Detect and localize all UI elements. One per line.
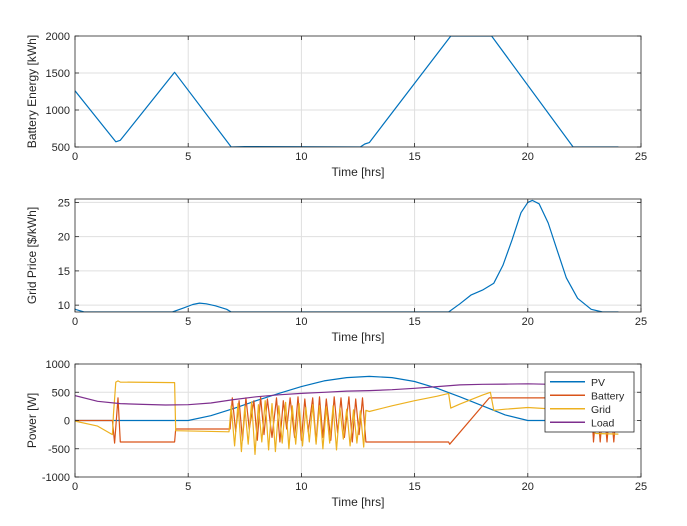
grid-price-y-tick-label: 10 — [58, 300, 70, 312]
battery-energy-y-axis-label: Battery Energy [kWh] — [25, 35, 39, 148]
power-y-axis-label: Power [W] — [25, 393, 39, 448]
battery-energy-x-tick-label: 20 — [522, 151, 534, 163]
grid-price-x-tick-label: 0 — [72, 316, 78, 328]
battery-energy-x-tick-label: 15 — [408, 151, 420, 163]
grid-price-plot-area — [75, 199, 641, 312]
battery-energy-series-group — [75, 36, 619, 147]
power-pv-line — [75, 375, 619, 422]
battery-energy-x-tick-label: 5 — [185, 151, 191, 163]
grid-price-x-tick-label: 15 — [408, 316, 420, 328]
grid-price-x-tick-label: 5 — [185, 316, 191, 328]
power-x-axis-label: Time [hrs] — [332, 495, 385, 509]
power-x-tick-label: 0 — [72, 481, 78, 493]
power-y-tick-label: 1000 — [46, 359, 70, 371]
power-legend-label-battery: Battery — [591, 390, 625, 402]
battery-energy-plot-area — [75, 36, 641, 147]
battery-energy-x-axis-label: Time [hrs] — [332, 165, 385, 179]
power-y-tick-label: -500 — [48, 444, 70, 456]
grid-price-y-tick-label: 15 — [58, 266, 70, 278]
battery-energy-axes-frame — [74, 35, 642, 148]
battery-energy-x-tick-label: 0 — [72, 151, 78, 163]
power-y-tick-label: 500 — [52, 387, 70, 399]
grid-price-y-tick-label: 20 — [58, 232, 70, 244]
power-x-tick-label: 15 — [408, 481, 420, 493]
grid-price-series-0-line — [75, 199, 619, 312]
grid-price-x-axis-label: Time [hrs] — [332, 330, 385, 344]
power-axes: 0 5 10 15 20 25 -1000 -500 0 500 1000 Time [hrs] Pow… — [25, 359, 647, 509]
grid-price-y-tick-label: 25 — [58, 197, 70, 209]
battery-energy-x-tick-label: 25 — [635, 151, 647, 163]
power-legend-label-grid: Grid — [591, 404, 611, 416]
power-grid-line — [75, 380, 619, 455]
power-series-group — [75, 375, 619, 455]
power-load-line — [75, 383, 619, 406]
battery-energy-y-tick-label: 1000 — [46, 105, 70, 117]
grid-price-series-group — [75, 199, 619, 312]
grid-price-y-axis-label: Grid Price [$/kWh] — [25, 207, 39, 304]
power-y-tick-label: -1000 — [42, 472, 70, 484]
grid-price-x-tick-label: 10 — [295, 316, 307, 328]
battery-energy-y-tick-label: 1500 — [46, 68, 70, 80]
grid-price-x-tick-label: 20 — [522, 316, 534, 328]
power-x-tick-label: 25 — [635, 481, 647, 493]
battery-energy-series-0-line — [75, 36, 619, 147]
power-x-tick-label: 10 — [295, 481, 307, 493]
battery-energy-y-tick-label: 500 — [52, 142, 70, 154]
power-legend-label-load: Load — [591, 417, 615, 429]
power-legend-label-pv: PV — [591, 377, 605, 389]
power-x-tick-label: 20 — [522, 481, 534, 493]
grid-price-x-tick-label: 25 — [635, 316, 647, 328]
battery-energy-axes: 0 5 10 15 20 25 500 1000 1500 2000 Time [hrs] Batte… — [25, 31, 647, 179]
power-x-tick-label: 5 — [185, 481, 191, 493]
battery-energy-x-tick-label: 10 — [295, 151, 307, 163]
battery-energy-y-tick-label: 2000 — [46, 31, 70, 43]
grid-price-axes: 0 5 10 15 20 25 10 15 20 25 Time [hrs] Grid Price [… — [25, 197, 647, 344]
grid-price-axes-frame — [74, 198, 642, 313]
power-y-tick-label: 0 — [64, 416, 70, 428]
